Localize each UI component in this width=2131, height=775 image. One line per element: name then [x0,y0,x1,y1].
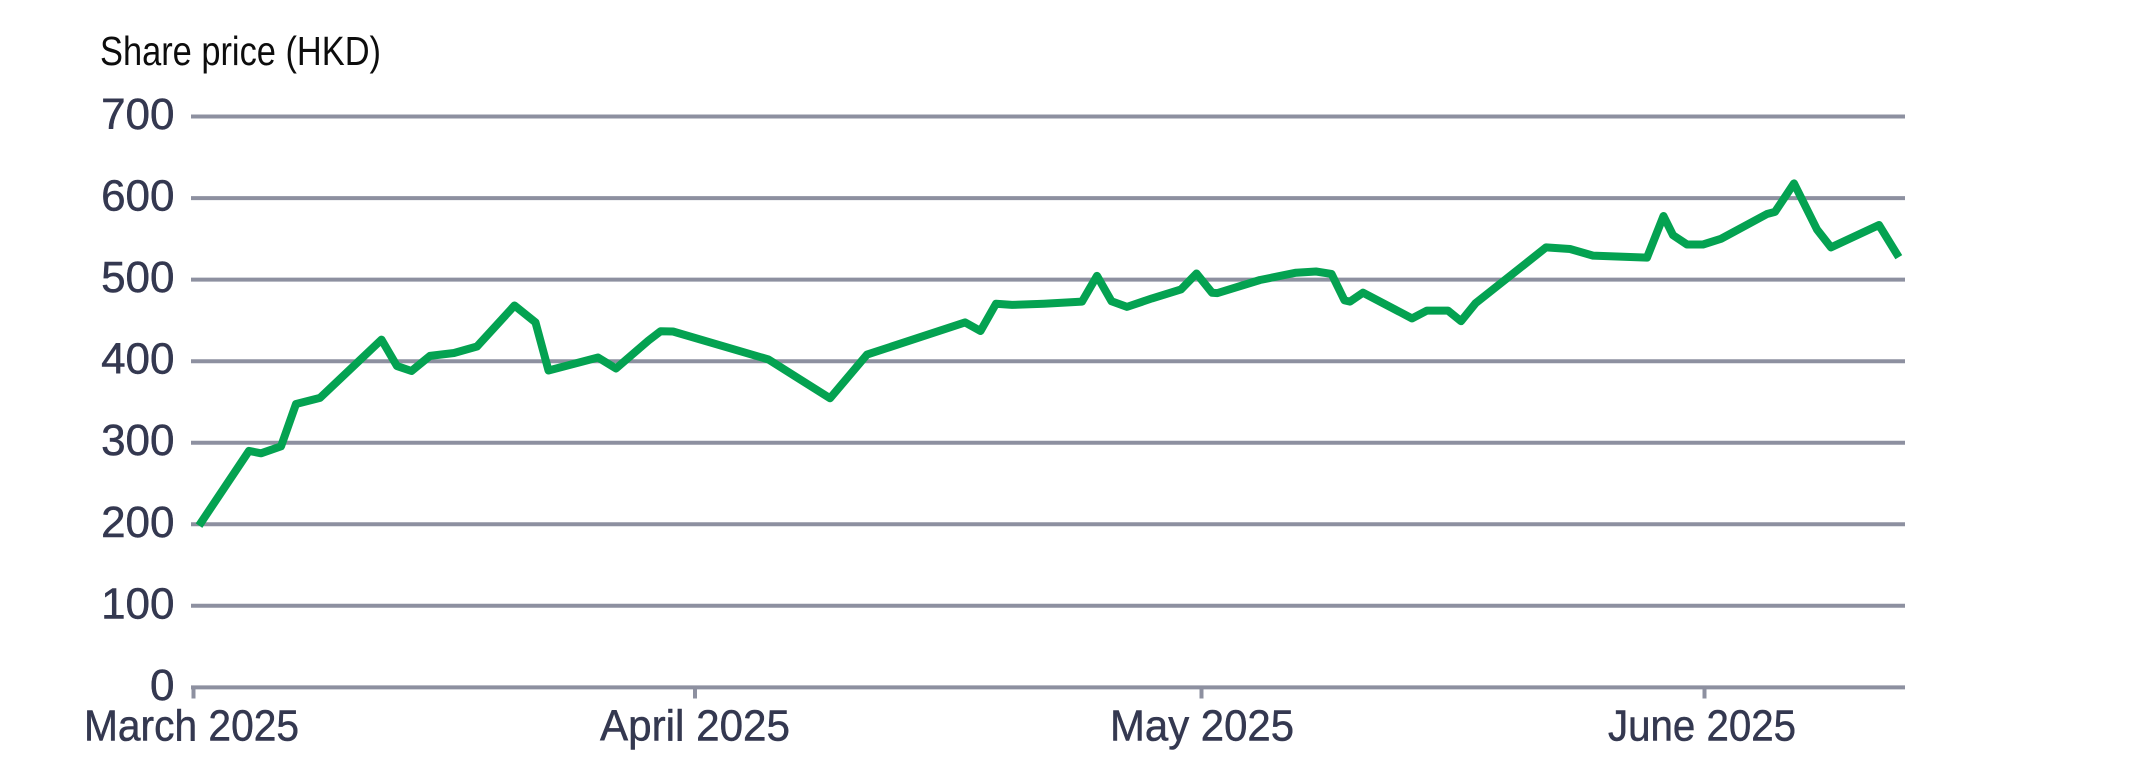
svg-text:June 2025: June 2025 [1608,702,1796,751]
svg-text:500: 500 [101,253,174,302]
svg-text:May 2025: May 2025 [1110,702,1294,751]
svg-text:200: 200 [101,498,174,547]
svg-text:March 2025: March 2025 [84,702,299,751]
svg-text:700: 700 [101,90,174,139]
svg-text:100: 100 [101,579,174,628]
svg-text:Share price (HKD): Share price (HKD) [100,28,381,74]
svg-text:April 2025: April 2025 [600,702,790,751]
svg-text:300: 300 [101,416,174,465]
svg-text:400: 400 [101,335,174,384]
svg-text:600: 600 [101,172,174,221]
svg-text:0: 0 [150,661,174,710]
